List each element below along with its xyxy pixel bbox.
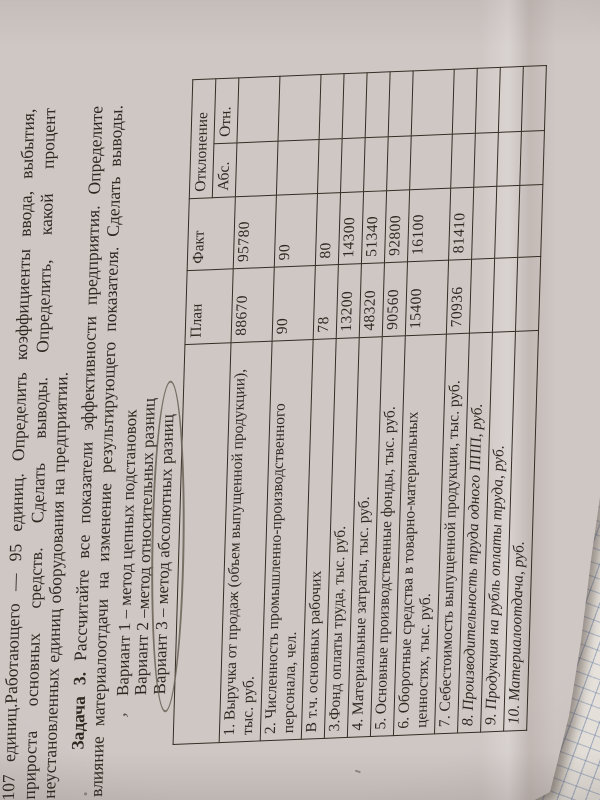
plan-cell: 78 bbox=[313, 264, 339, 340]
fact-cell: 51340 bbox=[361, 190, 387, 264]
header-fact: Факт bbox=[187, 196, 236, 271]
fact-cell: 95780 bbox=[233, 195, 277, 269]
rel-cell bbox=[342, 72, 368, 139]
plan-cell bbox=[515, 256, 541, 332]
plan-cell bbox=[492, 257, 518, 333]
header-plan: План bbox=[184, 268, 234, 345]
abs-cell bbox=[317, 138, 343, 194]
plan-cell: 13200 bbox=[336, 263, 362, 339]
abs-cell bbox=[473, 132, 499, 188]
plan-cell: 88670 bbox=[231, 267, 275, 343]
abs-cell bbox=[386, 135, 412, 191]
fact-cell: 90 bbox=[274, 193, 318, 268]
rel-cell bbox=[498, 66, 524, 133]
abs-cell bbox=[409, 134, 453, 190]
fact-cell: 81410 bbox=[448, 187, 474, 261]
fact-cell: 92800 bbox=[384, 189, 410, 263]
rel-cell bbox=[388, 70, 414, 137]
plan-cell: 90560 bbox=[382, 261, 408, 337]
abs-cell bbox=[276, 139, 320, 196]
rel-cell bbox=[365, 71, 391, 138]
header-abs: Абс. bbox=[212, 142, 237, 198]
rel-cell bbox=[236, 76, 280, 143]
abs-cell bbox=[340, 137, 366, 193]
fact-cell: 80 bbox=[315, 192, 341, 266]
rel-cell bbox=[278, 74, 322, 142]
rel-cell bbox=[521, 65, 547, 132]
abs-cell bbox=[363, 136, 389, 192]
fact-cell bbox=[471, 186, 497, 260]
plan-cell: 70936 bbox=[446, 259, 472, 335]
plan-cell bbox=[469, 258, 495, 334]
text-block: 107 единиц.Работающего — 95 единиц. Опре… bbox=[0, 65, 547, 800]
task-title: Задача 3. bbox=[66, 671, 90, 751]
abs-cell bbox=[450, 133, 476, 189]
fact-cell: 14300 bbox=[338, 191, 364, 265]
results-table: План Факт Отклонение Абс. Отн. 1. Выручк… bbox=[173, 65, 547, 745]
abs-cell bbox=[519, 130, 545, 186]
plan-cell: 90 bbox=[272, 265, 316, 342]
plan-cell: 48320 bbox=[359, 262, 385, 338]
plan-cell: 15400 bbox=[405, 260, 449, 336]
fact-cell bbox=[494, 185, 520, 259]
rel-cell bbox=[475, 67, 501, 134]
abs-cell bbox=[235, 141, 279, 197]
abs-cell bbox=[496, 131, 522, 187]
header-rel: Отн. bbox=[213, 77, 239, 144]
fact-cell: 16100 bbox=[407, 188, 451, 262]
fact-cell bbox=[517, 184, 543, 258]
rel-cell bbox=[319, 73, 345, 140]
rel-cell bbox=[452, 68, 478, 135]
rel-cell bbox=[411, 69, 455, 136]
